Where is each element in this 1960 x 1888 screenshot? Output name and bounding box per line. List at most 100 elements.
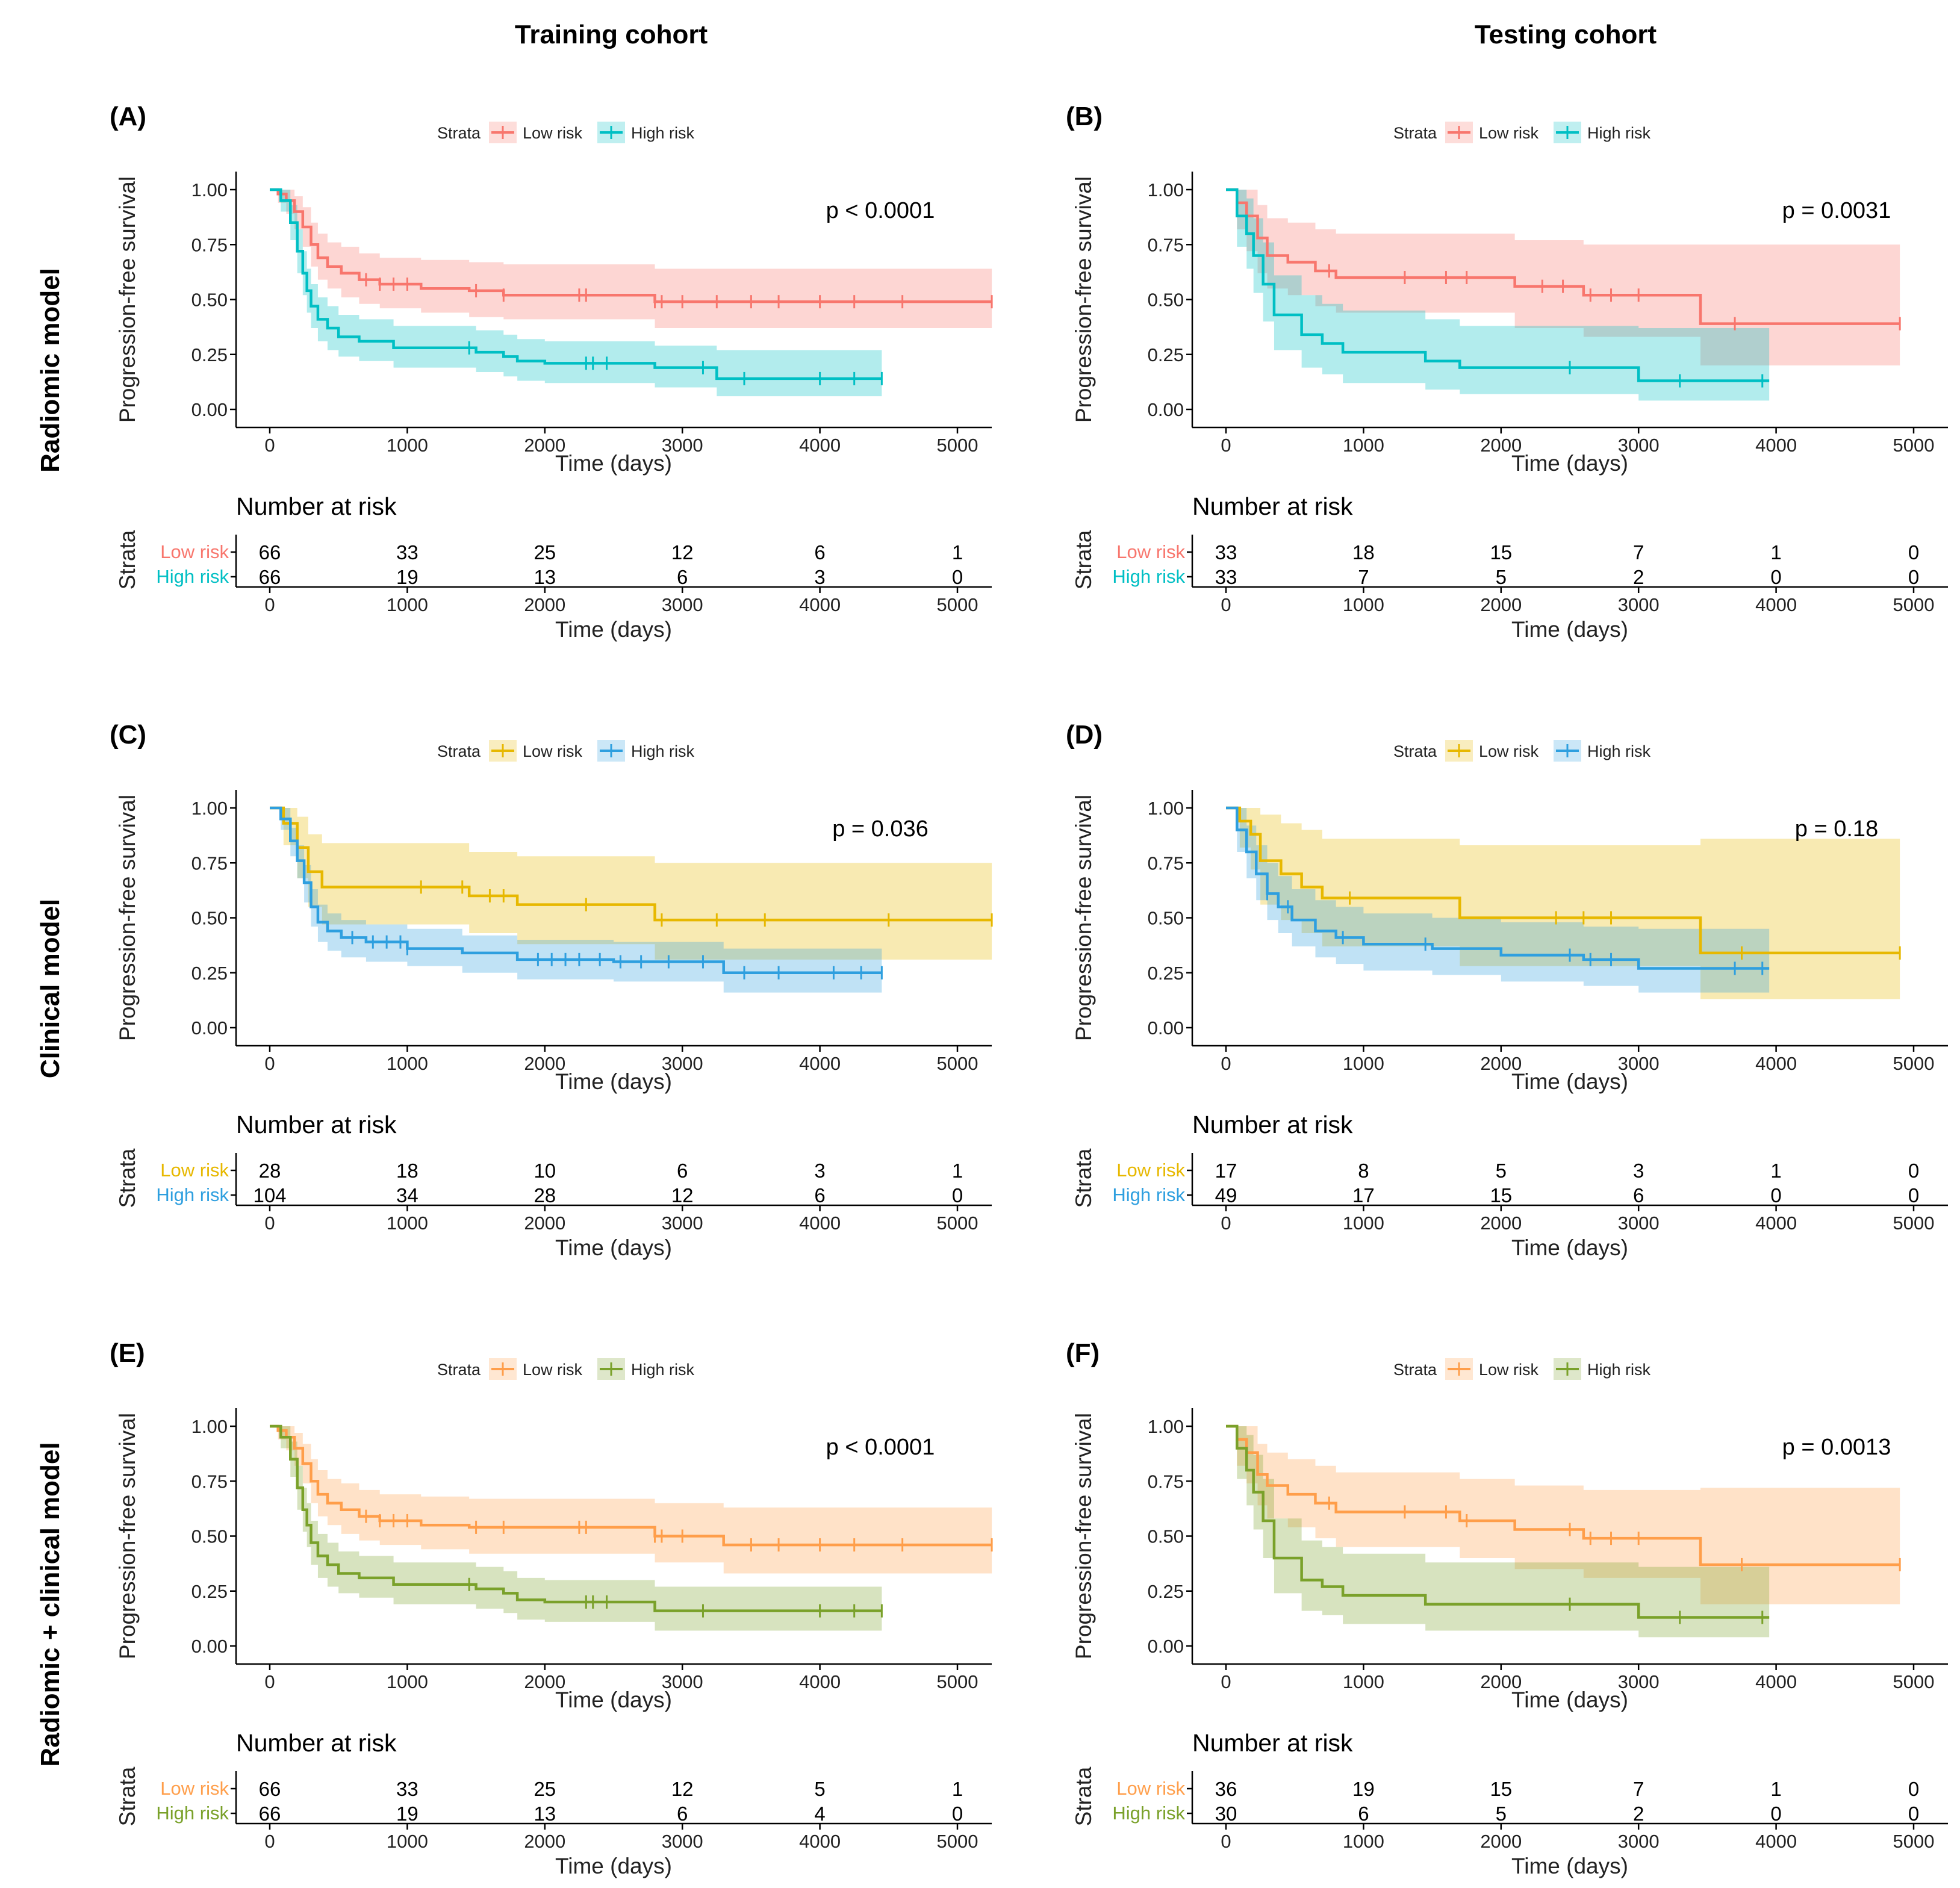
- risk-x-axis-title: Time (days): [1511, 1854, 1628, 1878]
- km-panel-d: (D) Strata Low risk High risk Progression-fr…: [1066, 720, 1948, 1260]
- risk-count-low-risk: 7: [1633, 541, 1644, 564]
- ci-band-high-risk: [270, 190, 882, 397]
- risk-count-high-risk: 2: [1633, 566, 1644, 588]
- risk-count-high-risk: 5: [1496, 1803, 1507, 1825]
- legend-label: Low risk: [1479, 124, 1539, 142]
- risk-count-high-risk: 33: [1215, 566, 1237, 588]
- legend-label: High risk: [1587, 1361, 1651, 1379]
- risk-count-high-risk: 34: [396, 1184, 418, 1206]
- risk-count-low-risk: 66: [259, 541, 281, 564]
- risk-x-tick-label: 1000: [1343, 1213, 1384, 1234]
- p-value: p < 0.0001: [826, 1435, 935, 1460]
- legend-title: Strata: [437, 1361, 481, 1379]
- risk-count-high-risk: 17: [1352, 1184, 1375, 1206]
- legend-label: High risk: [631, 124, 695, 142]
- risk-x-tick-label: 2000: [1480, 594, 1522, 615]
- km-curve-high-risk: [1226, 806, 1770, 970]
- x-tick-label: 4000: [1755, 1053, 1797, 1074]
- x-tick-label: 2000: [524, 435, 565, 456]
- y-tick-label: 1.00: [191, 798, 228, 819]
- risk-count-low-risk: 12: [671, 1778, 694, 1800]
- risk-count-low-risk: 0: [1908, 1160, 1919, 1182]
- risk-x-tick-label: 3000: [1618, 1213, 1660, 1234]
- legend-title: Strata: [437, 742, 481, 760]
- risk-count-high-risk: 66: [259, 566, 281, 588]
- risk-row-label-high-risk: High risk: [156, 1184, 229, 1205]
- y-tick-label: 0.50: [1148, 1526, 1184, 1547]
- risk-count-high-risk: 0: [1908, 566, 1919, 588]
- y-axis-title: Progression-free survival: [115, 1413, 140, 1659]
- y-tick-label: 0.00: [191, 399, 228, 420]
- risk-table-title: Number at risk: [236, 1111, 397, 1138]
- legend-title: Strata: [1393, 1361, 1437, 1379]
- ci-band-high-risk: [1226, 190, 1770, 401]
- risk-x-tick-label: 5000: [937, 594, 978, 615]
- ci-band-high-risk: [1226, 808, 1770, 993]
- y-tick-label: 0.75: [1148, 1471, 1184, 1492]
- risk-x-tick-label: 4000: [799, 594, 841, 615]
- risk-x-tick-label: 2000: [1480, 1213, 1522, 1234]
- risk-count-high-risk: 28: [534, 1184, 556, 1206]
- legend-entry-low-risk: Low risk: [1445, 1358, 1539, 1380]
- y-tick-label: 1.00: [191, 1416, 228, 1437]
- risk-count-high-risk: 5: [1496, 566, 1507, 588]
- risk-count-high-risk: 7: [1358, 566, 1369, 588]
- risk-row-label-high-risk: High risk: [156, 1803, 229, 1824]
- risk-count-high-risk: 0: [952, 1184, 963, 1206]
- risk-row-label-low-risk: Low risk: [160, 1160, 229, 1181]
- legend-entry-low-risk: Low risk: [1445, 740, 1539, 762]
- x-tick-label: 0: [1221, 435, 1231, 456]
- legend-entry-high-risk: High risk: [597, 1358, 695, 1380]
- x-tick-label: 1000: [1343, 435, 1384, 456]
- x-tick-label: 5000: [937, 1671, 978, 1692]
- legend-label: High risk: [631, 742, 695, 760]
- row-title-radiomic: Radiomic model: [36, 268, 65, 473]
- risk-count-low-risk: 8: [1358, 1160, 1369, 1182]
- risk-count-low-risk: 33: [396, 541, 418, 564]
- km-curve-low-risk: [270, 1424, 992, 1547]
- risk-count-low-risk: 1: [1770, 1160, 1781, 1182]
- risk-count-high-risk: 12: [671, 1184, 694, 1206]
- row-title-clinical: Clinical model: [36, 899, 65, 1078]
- risk-strata-label: Strata: [115, 530, 140, 589]
- risk-count-low-risk: 18: [1352, 541, 1375, 564]
- legend-label: High risk: [631, 1361, 695, 1379]
- risk-count-low-risk: 7: [1633, 1778, 1644, 1800]
- risk-x-tick-label: 0: [264, 1213, 275, 1234]
- ci-band-low-risk: [1226, 808, 1900, 999]
- risk-x-tick-label: 1000: [1343, 594, 1384, 615]
- y-tick-label: 0.75: [1148, 852, 1184, 874]
- risk-count-low-risk: 36: [1215, 1778, 1237, 1800]
- risk-x-tick-label: 0: [1221, 1213, 1231, 1234]
- risk-x-tick-label: 0: [1221, 1831, 1231, 1852]
- legend-entry-low-risk: Low risk: [489, 740, 583, 762]
- legend-label: High risk: [1587, 742, 1651, 760]
- x-tick-label: 0: [264, 1671, 275, 1692]
- x-tick-label: 2000: [1480, 435, 1522, 456]
- risk-count-low-risk: 0: [1908, 1778, 1919, 1800]
- risk-count-low-risk: 5: [1496, 1160, 1507, 1182]
- km-curve-low-risk: [1226, 188, 1900, 325]
- x-tick-label: 1000: [387, 1053, 428, 1074]
- km-panel-f: (F) Strata Low risk High risk Progression-fr…: [1066, 1338, 1948, 1878]
- risk-row-label-low-risk: Low risk: [1116, 1160, 1185, 1181]
- legend-entry-low-risk: Low risk: [489, 1358, 583, 1380]
- x-tick-label: 0: [1221, 1671, 1231, 1692]
- risk-x-tick-label: 3000: [1618, 1831, 1660, 1852]
- y-axis-title: Progression-free survival: [1071, 795, 1096, 1041]
- risk-count-low-risk: 28: [259, 1160, 281, 1182]
- km-panel-c: (C) Strata Low risk High risk Progression-fr…: [110, 720, 993, 1260]
- legend-label: Low risk: [523, 1361, 583, 1379]
- risk-row-label-low-risk: Low risk: [1116, 1778, 1185, 1799]
- risk-count-low-risk: 33: [396, 1778, 418, 1800]
- risk-count-low-risk: 17: [1215, 1160, 1237, 1182]
- risk-strata-label: Strata: [1071, 530, 1096, 589]
- legend-title: Strata: [1393, 742, 1437, 760]
- legend-label: Low risk: [523, 124, 583, 142]
- p-value: p = 0.036: [832, 816, 929, 842]
- risk-count-low-risk: 1: [1770, 1778, 1781, 1800]
- y-tick-label: 0.25: [191, 344, 228, 365]
- risk-x-tick-label: 4000: [1755, 594, 1797, 615]
- y-tick-label: 0.00: [1148, 399, 1184, 420]
